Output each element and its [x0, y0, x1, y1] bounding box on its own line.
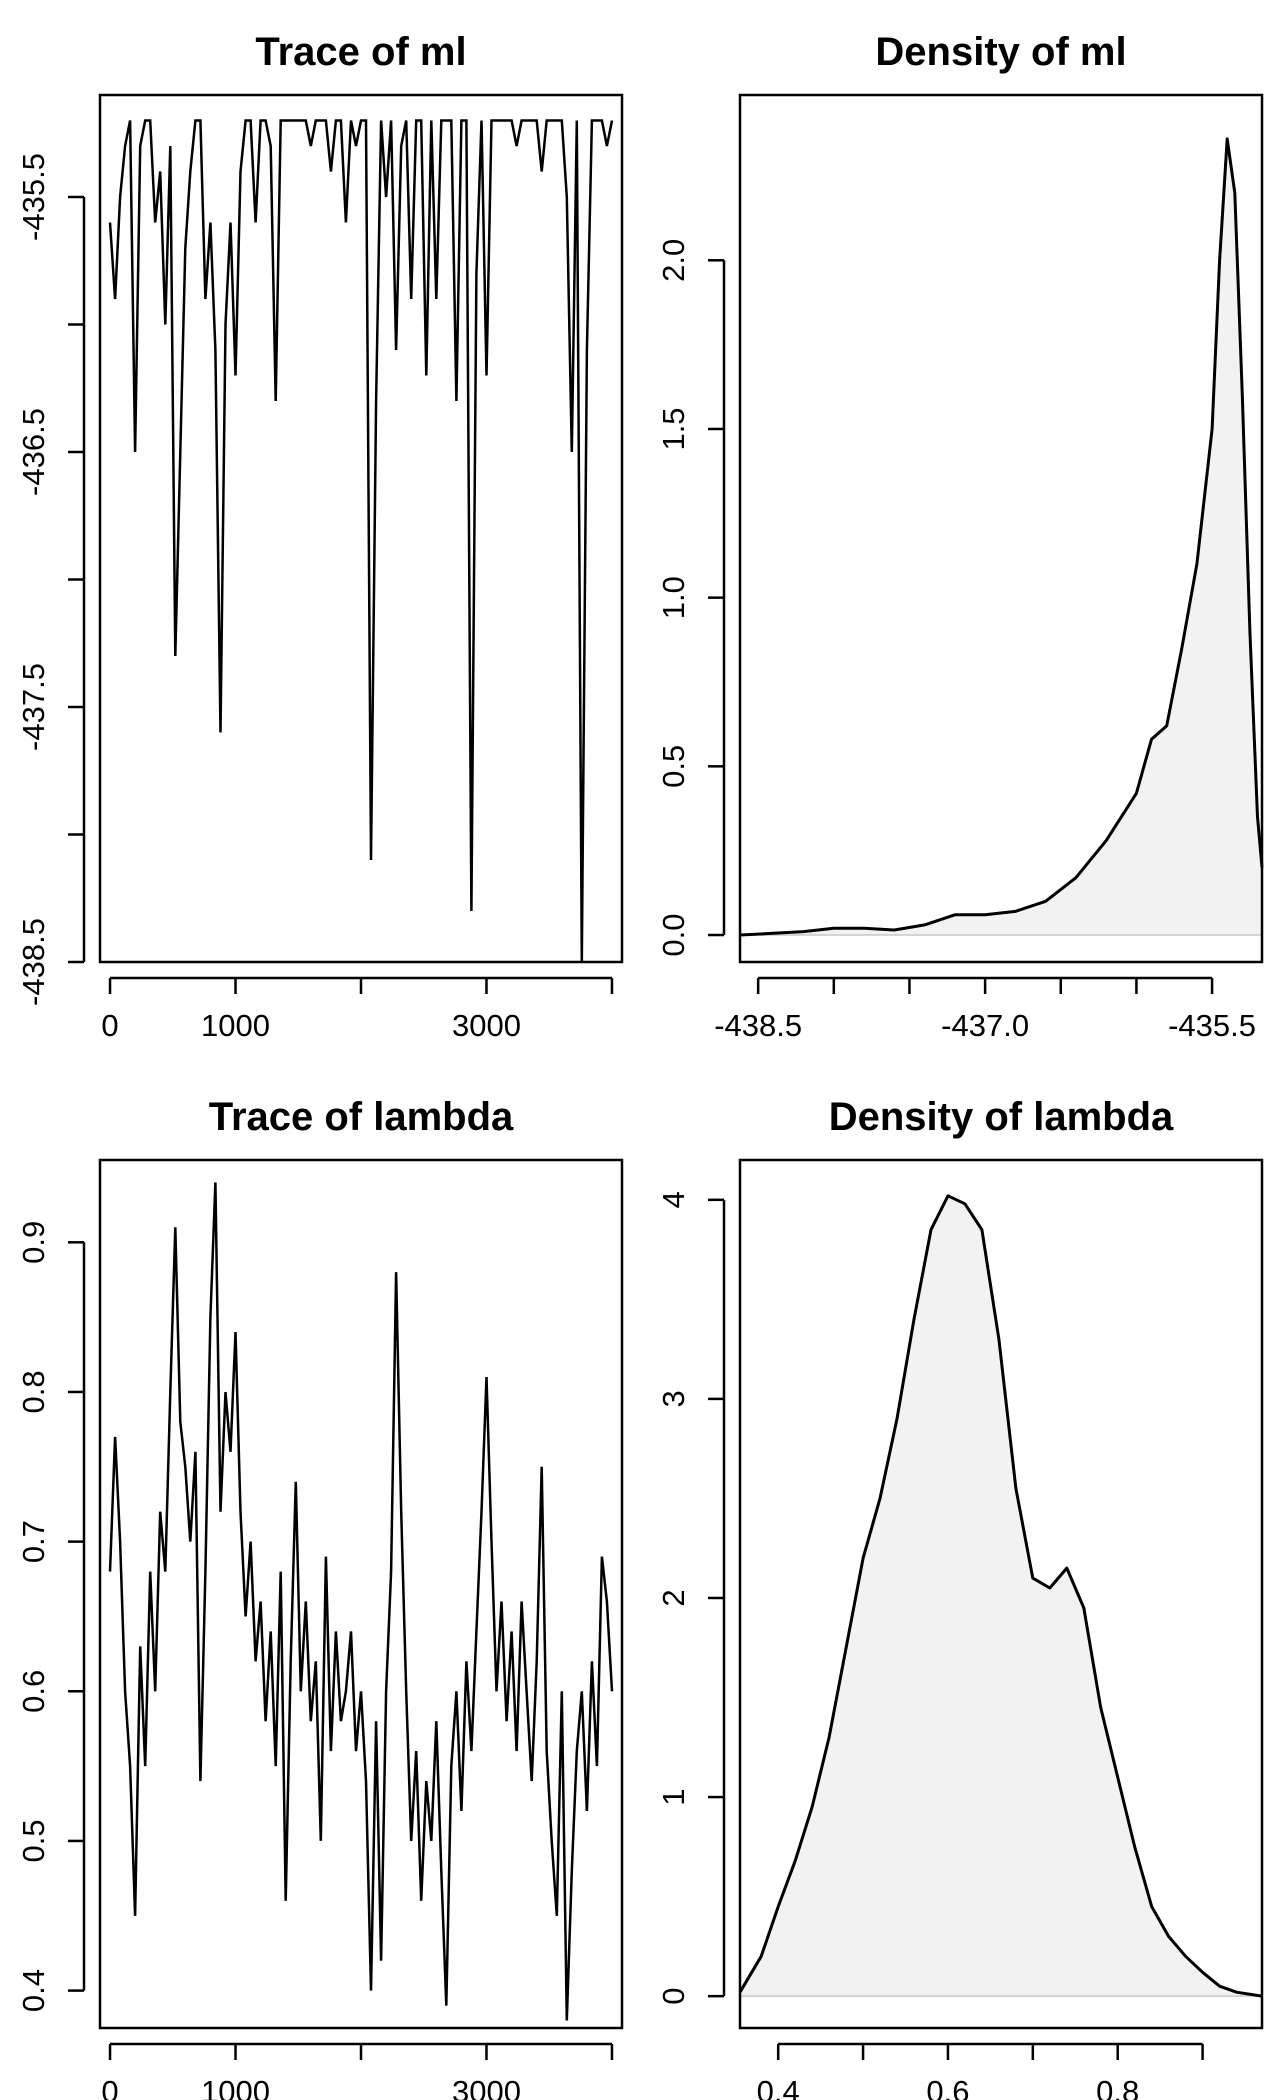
density-line — [738, 1194, 1263, 1998]
x-tick-label: -437.0 — [941, 1008, 1029, 1043]
x-tick-label: 0.6 — [926, 2074, 969, 2100]
y-tick-label: 2.0 — [656, 239, 691, 282]
y-tick-label: 0.0 — [656, 913, 691, 956]
x-tick-label: 0 — [101, 2074, 118, 2100]
chart-title: Trace of ml — [255, 30, 466, 74]
chart-title: Trace of lambda — [209, 1095, 514, 1139]
y-tick-label: 0.5 — [16, 1819, 51, 1862]
plot-frame — [738, 1158, 1264, 2030]
plot-frame — [738, 93, 1264, 964]
y-tick-label: -437.5 — [16, 663, 51, 751]
y-tick-label: 0.8 — [16, 1370, 51, 1413]
y-tick-label: -436.5 — [16, 408, 51, 496]
y-tick-label: 0.5 — [656, 745, 691, 788]
y-tick-label: 0.6 — [16, 1670, 51, 1713]
x-tick-label: 0 — [101, 1008, 118, 1043]
plot-frame — [98, 93, 624, 964]
y-tick-label: -438.5 — [16, 918, 51, 1006]
density-fill — [740, 138, 1262, 935]
y-tick-label: 0 — [656, 1988, 691, 2005]
y-tick-label: 2 — [656, 1589, 691, 1606]
x-tick-label: -438.5 — [714, 1008, 802, 1043]
y-tick-label: 1.5 — [656, 407, 691, 450]
y-tick-label: -435.5 — [16, 153, 51, 241]
y-tick-label: 0.4 — [16, 1969, 51, 2012]
panel-3: Trace of lambda 0 1000 3000 0.4 0.5 0.6 0.7 0.8 0… — [16, 1095, 624, 2100]
trace-line — [108, 1182, 614, 2021]
x-tick-label: 0.8 — [1096, 2074, 1139, 2100]
x-tick-label: 0.4 — [757, 2074, 800, 2100]
x-tick-label: -435.5 — [1168, 1008, 1256, 1043]
panel-4: Density of lambda 0.4 0.6 0.8 0 1 2 3 4 — [656, 1095, 1264, 2100]
x-tick-label: 1000 — [201, 2074, 270, 2100]
y-tick-label: 1 — [656, 1788, 691, 1805]
chart-title: Density of lambda — [829, 1095, 1174, 1139]
chart-title: Density of ml — [875, 30, 1126, 74]
x-tick-label: 1000 — [201, 1008, 270, 1043]
x-tick-label: 3000 — [452, 1008, 521, 1043]
y-tick-label: 0.9 — [16, 1221, 51, 1264]
density-fill — [740, 1195, 1262, 1997]
density-line — [739, 137, 1264, 937]
y-tick-label: 1.0 — [656, 576, 691, 619]
y-tick-label: 3 — [656, 1390, 691, 1407]
y-tick-label: 0.7 — [16, 1520, 51, 1563]
plot-frame — [98, 1158, 624, 2030]
y-tick-label: 4 — [656, 1191, 691, 1208]
panel-2: Density of ml -438.5 -437.0 -435.5 0.0 0.5 1.0… — [656, 30, 1264, 1043]
x-tick-label: 3000 — [452, 2074, 521, 2100]
trace-line — [108, 119, 614, 963]
panel-1: Trace of ml 0 1000 3000 -435.5 -436.5 -437.5 -4… — [16, 30, 624, 1043]
